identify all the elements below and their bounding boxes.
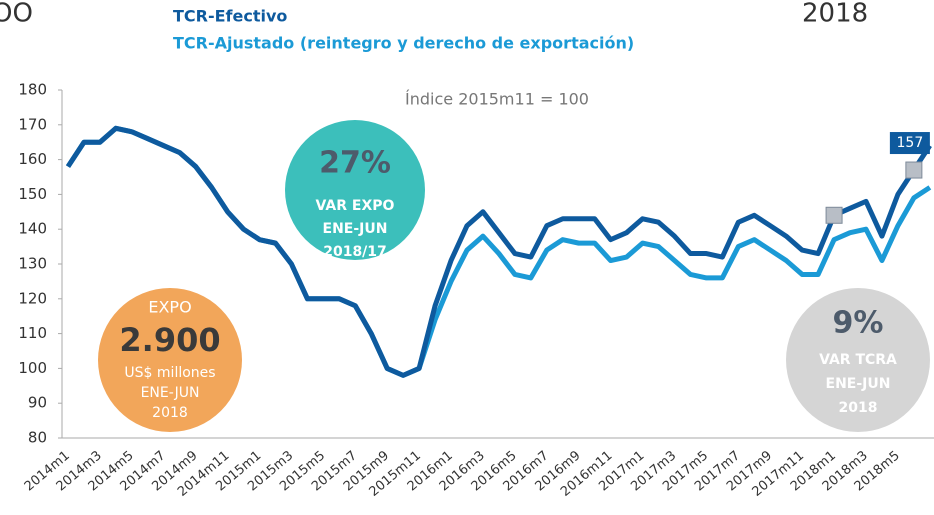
series-line [65,125,932,378]
bubble [98,288,242,432]
bubble-text: 2018 [152,405,188,421]
y-tick-label: 80 [28,429,47,447]
y-tick-label: 160 [18,150,47,168]
y-tick-label: 90 [28,394,47,412]
value-label: 157 [897,135,924,151]
bubble-text: ENE-JUN [826,376,891,392]
bubble-text: EXPO [148,298,191,317]
corner-text: 2018 [802,0,868,29]
legend-entry: TCR-Efectivo [173,7,287,26]
bubble-text: ENE-JUN [141,385,200,401]
y-tick-label: 170 [18,115,47,133]
annotation: Índice 2015m11 = 100 [405,90,589,109]
y-tick-label: 110 [18,324,47,342]
bubble-text: ENE-JUN [323,221,388,237]
y-tick-label: 130 [18,255,47,273]
bubble [786,288,930,432]
bubble-text: 2018 [839,400,878,416]
y-tick-label: 180 [18,81,47,99]
legend-entry: TCR-Ajustado (reintegro y derecho de exp… [173,34,634,53]
y-tick-label: 100 [18,359,47,377]
y-tick-label: 140 [18,220,47,238]
value-label-box [889,132,930,155]
bubble-text: VAR EXPO [316,198,395,214]
bubble-text: US$ millones [124,365,215,381]
marker [905,161,923,179]
marker [825,206,843,224]
corner-text: OO [0,0,33,29]
bubble-text: 27% [319,146,391,181]
bubble-text: 2018/17 [323,244,387,260]
y-tick-label: 120 [18,289,47,307]
bubble-text: 2.900 [119,321,220,359]
y-tick-label: 150 [18,185,47,203]
bubble-text: 9% [833,306,884,341]
bubble-text: VAR TCRA [819,352,897,368]
bubble [285,120,425,260]
